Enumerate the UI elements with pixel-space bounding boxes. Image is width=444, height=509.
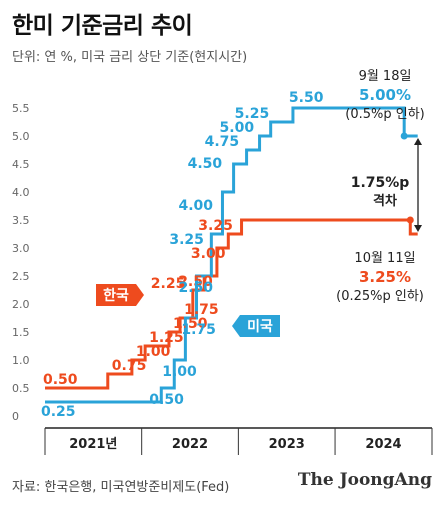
korea-end-dot bbox=[406, 216, 414, 224]
us-value-label: 4.00 bbox=[178, 198, 213, 214]
chart-title: 한미 기준금리 추이 bbox=[12, 13, 193, 39]
korea-value-label: 1.50 bbox=[173, 316, 208, 332]
us-cut-date: 9월 18일 bbox=[359, 69, 412, 84]
korea-value-label: 2.50 bbox=[178, 274, 213, 290]
x-tick-label: 2024 bbox=[365, 437, 401, 452]
y-tick-label: 4.5 bbox=[12, 158, 30, 171]
y-tick-label: 5.0 bbox=[12, 130, 30, 143]
korea-cut-note: (0.25%p 인하) bbox=[336, 289, 424, 304]
korea-value-label: 1.25 bbox=[149, 330, 184, 346]
us-value-label: 5.25 bbox=[235, 106, 270, 122]
gap-arrow-head-bottom bbox=[414, 225, 422, 232]
us-end-dot bbox=[400, 132, 408, 140]
korea-value-label: 3.25 bbox=[198, 218, 233, 234]
us-value-label: 5.00 bbox=[220, 120, 255, 136]
korea-value-label: 3.00 bbox=[191, 246, 226, 262]
us-value-label: 0.25 bbox=[41, 404, 76, 420]
legend-us-label: 미국 bbox=[247, 319, 273, 335]
legend-korea-label: 한국 bbox=[103, 288, 129, 304]
gap-label: 격차 bbox=[373, 193, 397, 209]
y-tick-label: 2.5 bbox=[12, 270, 30, 283]
korea-value-label: 1.00 bbox=[136, 344, 171, 360]
us-value-label: 3.25 bbox=[169, 232, 204, 248]
us-value-label: 1.00 bbox=[162, 364, 197, 380]
us-value-label: 0.50 bbox=[149, 392, 184, 408]
x-tick-label: 2022 bbox=[172, 437, 208, 452]
us-value-label: 5.50 bbox=[289, 90, 324, 106]
us-cut-note: (0.5%p 인하) bbox=[345, 107, 424, 122]
korea-value-label: 1.75 bbox=[184, 302, 219, 318]
y-tick-label: 4.0 bbox=[12, 186, 30, 199]
korea-cut-date: 10월 11일 bbox=[354, 251, 415, 266]
y-tick-label: 0.5 bbox=[12, 382, 30, 395]
us-cut-value: 5.00% bbox=[359, 86, 411, 104]
korea-rate-line bbox=[45, 218, 418, 390]
y-tick-label: 3.5 bbox=[12, 214, 30, 227]
korea-value-label: 2.25 bbox=[151, 276, 186, 292]
y-tick-label: 2.0 bbox=[12, 298, 30, 311]
y-tick-label: 1.0 bbox=[12, 354, 30, 367]
legend-us-box bbox=[240, 315, 280, 337]
korea-value-label: 0.75 bbox=[112, 358, 147, 374]
chart-subtitle: 단위: 연 %, 미국 금리 상단 기준(현지시간) bbox=[12, 50, 248, 65]
us-value-label: 4.75 bbox=[205, 134, 240, 150]
x-tick-label: 2021년 bbox=[69, 437, 117, 452]
y-tick-label: 0 bbox=[12, 410, 19, 423]
us-value-label: 4.50 bbox=[188, 156, 223, 172]
korea-value-label: 0.50 bbox=[43, 372, 78, 388]
y-tick-label: 3.0 bbox=[12, 242, 30, 255]
x-tick-label: 2023 bbox=[269, 437, 305, 452]
legend-us-pointer bbox=[232, 315, 240, 337]
publisher-logo: The JoongAng bbox=[297, 470, 432, 490]
korea-cut-value: 3.25% bbox=[359, 268, 411, 286]
gap-arrow-head-top bbox=[414, 138, 422, 145]
gap-value: 1.75%p bbox=[351, 175, 410, 191]
us-value-label: 1.75 bbox=[181, 322, 216, 338]
source-note: 자료: 한국은행, 미국연방준비제도(Fed) bbox=[12, 480, 230, 495]
y-tick-label: 1.5 bbox=[12, 326, 30, 339]
us-rate-line bbox=[45, 106, 418, 404]
y-tick-label: 5.5 bbox=[12, 102, 30, 115]
legend-korea-box bbox=[96, 284, 136, 306]
us-value-label: 2.50 bbox=[179, 280, 214, 296]
legend-korea-pointer bbox=[136, 284, 144, 306]
